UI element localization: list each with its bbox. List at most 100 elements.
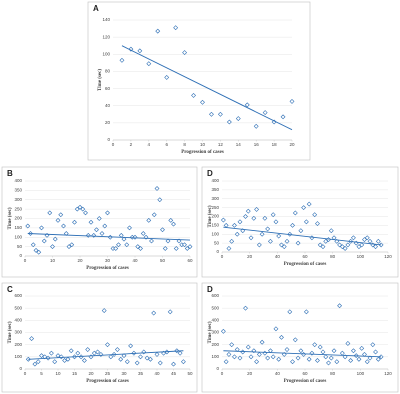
data-point bbox=[164, 75, 170, 80]
x-tick-label: 10 bbox=[55, 371, 61, 376]
data-point bbox=[41, 238, 47, 244]
panel-letter: D bbox=[207, 285, 213, 294]
data-point bbox=[114, 347, 120, 352]
trendline bbox=[28, 350, 184, 360]
data-point bbox=[61, 223, 66, 229]
data-point bbox=[113, 246, 119, 251]
data-point bbox=[237, 355, 243, 361]
x-tick-label: 20 bbox=[247, 371, 253, 376]
data-point bbox=[290, 222, 295, 228]
data-point bbox=[320, 349, 326, 355]
y-tick-label: 300 bbox=[211, 196, 219, 201]
data-point bbox=[373, 349, 378, 355]
data-point bbox=[39, 353, 44, 359]
data-point bbox=[138, 354, 143, 360]
data-point bbox=[229, 342, 235, 348]
x-tick-label: 0 bbox=[112, 142, 115, 147]
data-point bbox=[265, 226, 271, 232]
data-point bbox=[320, 244, 326, 250]
y-tick-label: 20 bbox=[105, 120, 111, 125]
y-tick-label: 80 bbox=[105, 69, 111, 74]
data-point bbox=[52, 359, 58, 365]
y-tick-label: 50 bbox=[214, 240, 220, 245]
y-tick-label: 200 bbox=[211, 214, 219, 219]
data-point bbox=[62, 358, 68, 363]
x-tick-label: 20 bbox=[88, 371, 94, 376]
data-point bbox=[292, 210, 298, 216]
data-point bbox=[65, 356, 71, 362]
y-tick-label: 0 bbox=[19, 366, 22, 371]
data-point bbox=[284, 347, 290, 352]
data-point bbox=[359, 345, 365, 351]
x-tick-label: 2 bbox=[130, 142, 133, 147]
data-point bbox=[276, 233, 282, 239]
data-point bbox=[262, 110, 268, 115]
data-point bbox=[135, 244, 141, 250]
data-point bbox=[161, 350, 167, 356]
panel-letter: A bbox=[93, 4, 99, 13]
data-point bbox=[171, 221, 176, 227]
data-point bbox=[25, 223, 31, 229]
y-tick-label: 400 bbox=[211, 318, 219, 323]
data-point bbox=[101, 308, 107, 314]
data-point bbox=[235, 116, 241, 121]
data-point bbox=[370, 342, 376, 348]
data-point bbox=[226, 246, 232, 251]
data-point bbox=[91, 350, 97, 356]
y-tick-label: 200 bbox=[14, 342, 22, 347]
x-tick-label: 45 bbox=[171, 371, 177, 376]
data-point bbox=[350, 235, 356, 241]
x-tick-label: 20 bbox=[247, 254, 253, 259]
data-point bbox=[217, 111, 223, 117]
data-point bbox=[220, 217, 226, 223]
panel-letter: B bbox=[7, 169, 13, 178]
y-axis-label: Time (sec) bbox=[98, 69, 103, 91]
data-point bbox=[259, 339, 265, 345]
data-point bbox=[303, 309, 309, 315]
x-tick-label: 0 bbox=[24, 371, 27, 376]
data-point bbox=[337, 242, 343, 248]
x-axis-label: Progression of cases bbox=[284, 262, 327, 267]
data-point bbox=[328, 355, 334, 361]
data-point bbox=[359, 242, 365, 248]
data-point bbox=[124, 242, 130, 248]
data-point bbox=[326, 360, 331, 366]
x-tick-label: 0 bbox=[221, 371, 224, 376]
data-point bbox=[315, 358, 320, 363]
data-point bbox=[83, 210, 88, 216]
data-point bbox=[248, 354, 254, 360]
data-point bbox=[154, 351, 160, 357]
y-tick-label: 100 bbox=[14, 234, 22, 239]
trendline bbox=[27, 233, 191, 241]
data-point bbox=[160, 227, 165, 233]
data-point bbox=[244, 102, 250, 108]
data-point bbox=[267, 238, 273, 244]
data-point bbox=[134, 360, 140, 366]
data-point bbox=[102, 223, 108, 229]
y-axis-label: Time (sec) bbox=[8, 207, 13, 229]
data-point bbox=[140, 231, 146, 236]
y-tick-label: 400 bbox=[211, 178, 219, 183]
data-point bbox=[154, 186, 160, 191]
data-point bbox=[191, 93, 196, 98]
x-tick-label: 35 bbox=[138, 371, 144, 376]
x-tick-label: 60 bbox=[302, 371, 308, 376]
data-point bbox=[30, 242, 36, 248]
y-tick-label: 600 bbox=[211, 293, 219, 298]
data-point bbox=[317, 242, 323, 248]
data-point bbox=[243, 214, 248, 219]
data-point bbox=[284, 238, 290, 244]
x-tick-label: 40 bbox=[132, 258, 138, 263]
data-point bbox=[151, 212, 157, 218]
data-point bbox=[237, 219, 243, 225]
data-point bbox=[280, 114, 286, 120]
data-point bbox=[77, 204, 83, 210]
data-point bbox=[105, 210, 110, 216]
data-point bbox=[279, 334, 284, 340]
data-point bbox=[362, 237, 367, 242]
data-point bbox=[95, 349, 101, 355]
data-point bbox=[375, 238, 381, 244]
panel: D 0 50 100 150 200 250 300 350 400 0 20 40 60 80 100 120… bbox=[201, 166, 399, 278]
data-point bbox=[177, 350, 183, 356]
y-tick-label: 100 bbox=[102, 51, 110, 56]
